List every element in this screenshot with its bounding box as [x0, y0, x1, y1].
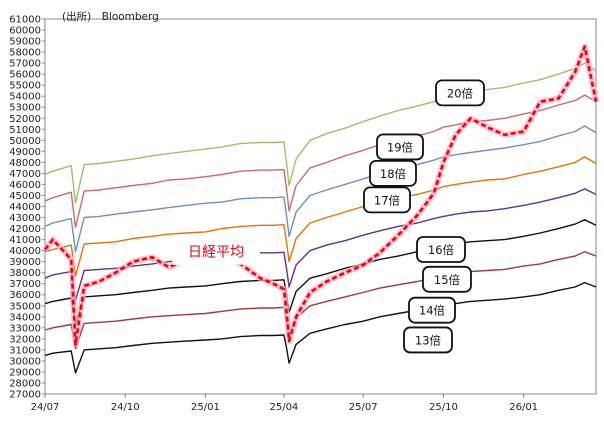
y-tick-label: 29000: [9, 367, 41, 378]
y-tick-label: 27000: [9, 390, 41, 401]
callout-label: 19倍: [387, 140, 414, 154]
y-tick-label: 57000: [9, 59, 41, 70]
y-tick-label: 60000: [9, 26, 41, 37]
y-tick-label: 45000: [9, 191, 41, 202]
x-tick-label: 24/07: [31, 402, 60, 413]
callout-label-nikkei: 日経平均: [188, 245, 244, 261]
callout-label: 20倍: [447, 86, 474, 100]
callout-labels: 日経平均 20倍 19倍 18倍 17倍 16倍 15倍 14倍 13倍: [172, 79, 485, 354]
series-line-15倍: [44, 218, 597, 326]
callout-box: [408, 296, 456, 324]
series-line-18倍: [44, 125, 597, 253]
nikkei-glow: [42, 43, 599, 348]
callout-label: 14倍: [419, 304, 446, 318]
series-line-19倍: [44, 94, 597, 229]
x-tick-label: 25/04: [269, 402, 298, 413]
y-tick-label: 47000: [9, 169, 41, 180]
callout-label: 13倍: [415, 333, 442, 347]
y-tick-label: 42000: [9, 224, 41, 235]
y-tick-label: 37000: [9, 279, 41, 290]
x-tick-label: 26/01: [509, 402, 538, 413]
y-tick-label: 50000: [9, 136, 41, 147]
y-tick-label: 38000: [9, 268, 41, 279]
series-line-17倍: [44, 156, 597, 277]
callout-box: [363, 186, 411, 214]
y-tick-label: 61000: [9, 15, 41, 26]
x-tick-label: 25/07: [349, 402, 378, 413]
y-tick-label: 54000: [9, 92, 41, 103]
y-tick-label: 40000: [9, 246, 41, 257]
x-tick-label: 25/01: [191, 402, 220, 413]
y-tick-label: 32000: [9, 334, 41, 345]
series-lines: [42, 43, 599, 374]
x-axis: 24/07 24/10 25/01 25/04 25/07 25/10 26/01: [31, 394, 538, 413]
y-tick-label: 43000: [9, 213, 41, 224]
x-tick-label: 24/10: [111, 402, 140, 413]
y-tick-label: 44000: [9, 202, 41, 213]
callout-label: 15倍: [434, 273, 461, 287]
nikkei-line: [43, 45, 598, 346]
y-tick-label: 30000: [9, 356, 41, 367]
y-tick-label: 58000: [9, 48, 41, 59]
callout-box: [422, 265, 472, 293]
y-tick-label: 36000: [9, 290, 41, 301]
y-tick-label: 28000: [9, 378, 41, 389]
callout-label: 17倍: [374, 193, 401, 207]
x-tick-label: 25/10: [429, 402, 458, 413]
y-tick-label: 51000: [9, 125, 41, 136]
callout-box: [435, 79, 485, 107]
y-tick-label: 31000: [9, 345, 41, 356]
y-tick-label: 55000: [9, 81, 41, 92]
y-tick-label: 52000: [9, 114, 41, 125]
callout-label: 18倍: [380, 167, 407, 181]
callout-box: [376, 133, 424, 161]
y-tick-label: 53000: [9, 103, 41, 114]
y-tick-label: 41000: [9, 235, 41, 246]
series-line-20倍: [44, 62, 597, 204]
y-tick-label: 39000: [9, 257, 41, 268]
y-tick-label: 35000: [9, 301, 41, 312]
y-tick-label: 46000: [9, 180, 41, 191]
y-tick-label: 49000: [9, 147, 41, 158]
y-axis: 2700028000290003000031000320003300034000…: [9, 15, 45, 401]
callout-box: [416, 236, 466, 263]
y-tick-label: 59000: [9, 37, 41, 48]
callout-label: 16倍: [428, 243, 455, 257]
callout-box-nikkei: [172, 238, 260, 265]
y-tick-label: 48000: [9, 158, 41, 169]
y-tick-label: 33000: [9, 323, 41, 334]
callout-box: [369, 160, 417, 187]
series-line-13倍: [44, 281, 597, 374]
y-tick-label: 56000: [9, 70, 41, 81]
source-note: (出所) Bloomberg: [62, 10, 159, 23]
y-tick-label: 34000: [9, 312, 41, 323]
callout-box: [403, 326, 453, 354]
